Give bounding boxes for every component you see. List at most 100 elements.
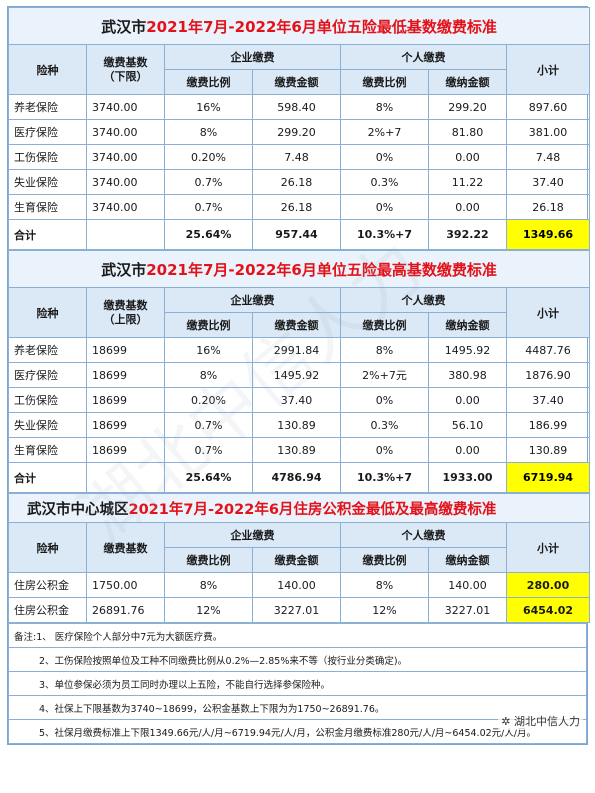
cell-company-ratio: 8%: [164, 362, 253, 388]
col-header-personal: 个人缴费: [340, 522, 507, 548]
col-header-company: 企业缴费: [164, 522, 341, 548]
cell-type: 医疗保险: [8, 119, 87, 145]
cell-type: 医疗保险: [8, 362, 87, 388]
table-row: 养老保险 18699 16% 2991.84 8% 1495.92 4487.7…: [8, 337, 591, 363]
cell-personal-ratio: 8%: [340, 94, 429, 120]
col-header-company-amount: 缴费金额: [252, 69, 341, 95]
cell-subtotal: 37.40: [505, 169, 591, 195]
cell-base: 1750.00: [86, 572, 165, 598]
cell-company-amount: 130.89: [252, 412, 341, 438]
title-highlight: 2021年7月-2022年6月单位五险最高基数缴费标准: [146, 260, 497, 279]
table-row: 失业保险 18699 0.7% 130.89 0.3% 56.10 186.99: [8, 412, 591, 438]
cell-personal-ratio: 0%: [340, 194, 429, 220]
col-header-company-ratio: 缴费比例: [164, 547, 253, 573]
cell-personal-amount: 0.00: [428, 387, 507, 413]
cell-company-ratio: 8%: [164, 119, 253, 145]
cell-personal-amount: 81.80: [428, 119, 507, 145]
cell-personal-ratio: 12%: [340, 597, 429, 623]
cell-personal-amount: 0.00: [428, 194, 507, 220]
cell-personal-amount: 380.98: [428, 362, 507, 388]
brand-logo: ✲ 湖北中信人力: [498, 712, 583, 730]
cell-personal-amount: 11.22: [428, 169, 507, 195]
cell-base: 3740.00: [86, 119, 165, 145]
cell-personal-ratio: 0%: [340, 437, 429, 463]
cell-company-ratio: 16%: [164, 337, 253, 363]
cell-personal-ratio: 2%+7: [340, 119, 429, 145]
col-header-personal-ratio: 缴费比例: [340, 547, 429, 573]
total-personal-amount: 1933.00: [428, 462, 507, 493]
cell-company-amount: 299.20: [252, 119, 341, 145]
total-base-empty: [86, 462, 165, 493]
table-min-base: 武汉市2021年7月-2022年6月单位五险最低基数缴费标准 险种 缴费基数（下…: [7, 7, 591, 250]
cell-personal-amount: 1495.92: [428, 337, 507, 363]
col-header-company-amount: 缴费金额: [252, 312, 341, 338]
cell-personal-amount: 299.20: [428, 94, 507, 120]
col-header-company-ratio: 缴费比例: [164, 312, 253, 338]
cell-company-amount: 2991.84: [252, 337, 341, 363]
cell-subtotal: 280.00: [505, 572, 591, 598]
cell-type: 失业保险: [8, 412, 87, 438]
col-header-subtotal: 小计: [505, 44, 591, 95]
cell-base: 18699: [86, 437, 165, 463]
total-row: 合计 25.64% 4786.94 10.3%+7 1933.00 6719.9…: [8, 462, 591, 493]
table-row: 工伤保险 3740.00 0.20% 7.48 0% 0.00 7.48: [8, 144, 591, 170]
cell-base: 18699: [86, 337, 165, 363]
cell-personal-amount: 140.00: [428, 572, 507, 598]
note-item: 备注:1、 医疗保险个人部分中7元为大额医疗费。: [8, 623, 587, 648]
cell-base: 3740.00: [86, 94, 165, 120]
cell-type: 工伤保险: [8, 387, 87, 413]
table-max-base: 武汉市2021年7月-2022年6月单位五险最高基数缴费标准 险种 缴费基数（上…: [7, 250, 591, 493]
cell-subtotal: 897.60: [505, 94, 591, 120]
cell-company-amount: 26.18: [252, 194, 341, 220]
cell-company-ratio: 0.20%: [164, 387, 253, 413]
cell-subtotal: 1876.90: [505, 362, 591, 388]
cell-subtotal: 6454.02: [505, 597, 591, 623]
col-header-personal-ratio: 缴费比例: [340, 312, 429, 338]
col-header-company: 企业缴费: [164, 287, 341, 313]
total-company-ratio: 25.64%: [164, 219, 253, 250]
col-header-type: 险种: [8, 287, 87, 338]
col-header-company-amount: 缴费金额: [252, 547, 341, 573]
table-row: 生育保险 18699 0.7% 130.89 0% 0.00 130.89: [8, 437, 591, 463]
cell-base: 3740.00: [86, 144, 165, 170]
rate-sheet: 湖北中信人力 武汉市2021年7月-2022年6月单位五险最低基数缴费标准 险种…: [7, 6, 591, 745]
total-row: 合计 25.64% 957.44 10.3%+7 392.22 1349.66: [8, 219, 591, 250]
cell-base: 3740.00: [86, 194, 165, 220]
cell-company-amount: 7.48: [252, 144, 341, 170]
cell-base: 18699: [86, 387, 165, 413]
cell-company-amount: 3227.01: [252, 597, 341, 623]
col-header-base: 缴费基数: [86, 522, 165, 573]
table-row: 工伤保险 18699 0.20% 37.40 0% 0.00 37.40: [8, 387, 591, 413]
cell-type: 养老保险: [8, 94, 87, 120]
col-header-personal-amount: 缴纳金额: [428, 312, 507, 338]
cell-type: 住房公积金: [8, 572, 87, 598]
cell-company-ratio: 12%: [164, 597, 253, 623]
cell-personal-ratio: 0.3%: [340, 169, 429, 195]
col-header-personal-ratio: 缴费比例: [340, 69, 429, 95]
cell-personal-amount: 0.00: [428, 144, 507, 170]
total-subtotal: 1349.66: [505, 219, 591, 250]
total-company-amount: 957.44: [252, 219, 341, 250]
cell-type: 生育保险: [8, 194, 87, 220]
table-row: 住房公积金 26891.76 12% 3227.01 12% 3227.01 6…: [8, 597, 591, 623]
table-row: 失业保险 3740.00 0.7% 26.18 0.3% 11.22 37.40: [8, 169, 591, 195]
cell-company-amount: 140.00: [252, 572, 341, 598]
cell-company-amount: 26.18: [252, 169, 341, 195]
table-housing-fund: 武汉市中心城区2021年7月-2022年6月住房公积金最低及最高缴费标准 险种 …: [7, 493, 591, 623]
col-header-subtotal: 小计: [505, 522, 591, 573]
cell-company-ratio: 0.7%: [164, 437, 253, 463]
table-row: 养老保险 3740.00 16% 598.40 8% 299.20 897.60: [8, 94, 591, 120]
cell-personal-ratio: 0%: [340, 387, 429, 413]
cell-personal-ratio: 0%: [340, 144, 429, 170]
col-header-company: 企业缴费: [164, 44, 341, 70]
cell-personal-ratio: 2%+7元: [340, 362, 429, 388]
table-title: 武汉市2021年7月-2022年6月单位五险最低基数缴费标准: [7, 7, 591, 45]
total-label: 合计: [8, 462, 87, 493]
cell-company-amount: 130.89: [252, 437, 341, 463]
col-header-personal-amount: 缴纳金额: [428, 69, 507, 95]
cell-company-ratio: 16%: [164, 94, 253, 120]
cell-type: 工伤保险: [8, 144, 87, 170]
cell-personal-ratio: 0.3%: [340, 412, 429, 438]
cell-type: 生育保险: [8, 437, 87, 463]
note-item: 3、单位参保必须为员工同时办理以上五险，不能自行选择参保险种。: [8, 671, 587, 696]
